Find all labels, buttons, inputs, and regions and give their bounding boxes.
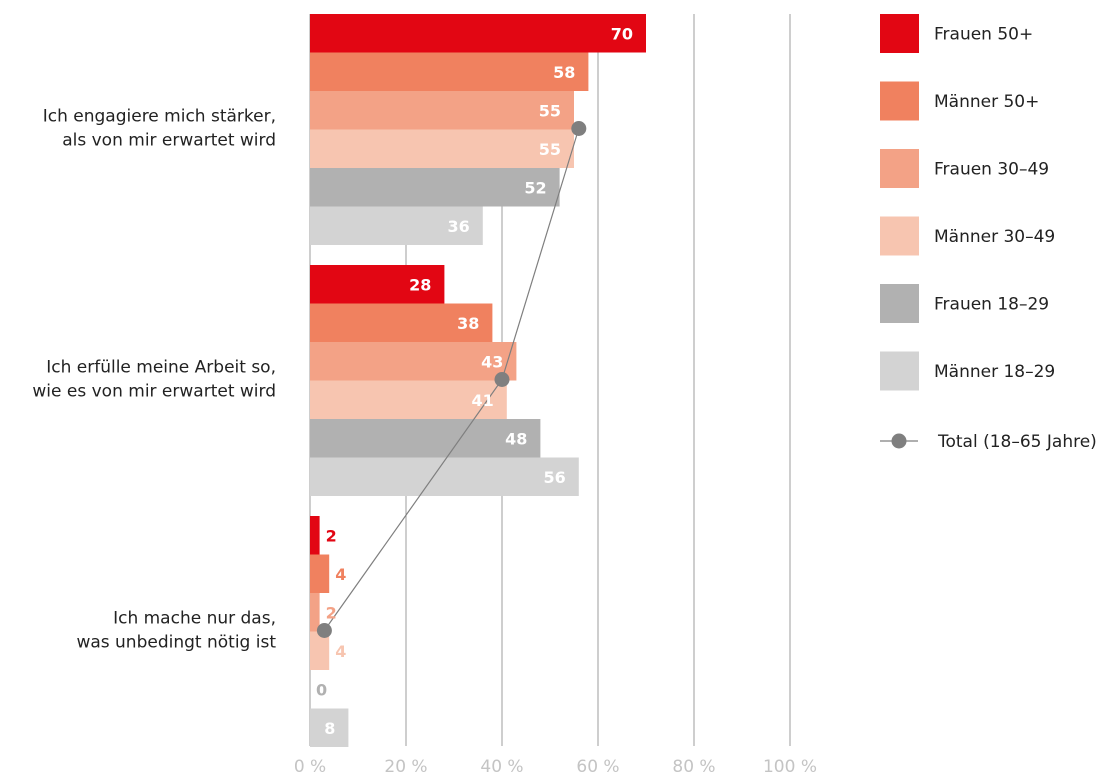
data-label: 2 [326, 603, 337, 622]
data-label: 58 [553, 63, 575, 82]
data-label: 55 [539, 101, 561, 120]
legend-swatch [880, 14, 919, 53]
x-tick-label: 20 % [384, 757, 427, 774]
bar [310, 554, 330, 593]
data-label: 38 [457, 314, 479, 333]
x-tick-label: 100 % [763, 757, 817, 774]
x-tick-label: 80 % [672, 757, 715, 774]
data-label: 56 [544, 468, 566, 487]
bar [310, 206, 483, 245]
data-label: 2 [326, 526, 337, 545]
bars [310, 14, 646, 747]
data-label: 0 [316, 680, 327, 699]
legend-label: Männer 18–29 [934, 362, 1055, 382]
legend-label: Männer 30–49 [934, 227, 1055, 247]
data-label: 55 [539, 140, 561, 159]
legend-label: Frauen 18–29 [934, 295, 1049, 315]
legend-swatch [880, 81, 919, 121]
data-label: 70 [611, 24, 633, 43]
data-label: 4 [335, 565, 346, 584]
legend-swatch [880, 149, 919, 188]
legend-swatch [880, 284, 919, 323]
data-label: 8 [324, 719, 335, 738]
legend-label: Frauen 50+ [934, 25, 1033, 45]
data-label: 52 [524, 178, 546, 197]
bar [310, 168, 560, 207]
bar [310, 342, 517, 381]
legend-swatch [880, 351, 919, 391]
total-point [494, 372, 510, 387]
category-label: was unbedingt nötig ist [76, 633, 276, 653]
bar [310, 129, 574, 168]
legend: Frauen 50+ Männer 50+ Frauen 30–49 Männer 3… [880, 14, 1097, 452]
data-label: 4 [335, 642, 346, 661]
legend-swatch [880, 216, 919, 256]
x-tick-label: 0 % [294, 757, 326, 774]
category-label: wie es von mir erwartet wird [32, 382, 276, 402]
bar [310, 457, 579, 496]
bar [310, 265, 445, 304]
x-tick-label: 60 % [576, 757, 619, 774]
category-label: Ich engagiere mich stärker, [43, 107, 276, 127]
data-label: 43 [481, 352, 503, 371]
bar [310, 52, 589, 91]
legend-label: Frauen 30–49 [934, 160, 1049, 180]
x-axis-ticks: 0 % 20 % 40 % 60 % 80 % 100 % [294, 757, 817, 774]
bar [310, 593, 320, 632]
category-label: Ich erfülle meine Arbeit so, [46, 358, 276, 378]
bar [310, 419, 541, 458]
total-line [316, 121, 587, 638]
bar [310, 708, 349, 747]
legend-label: Männer 50+ [934, 92, 1039, 112]
bar [310, 303, 493, 342]
legend-total-marker [891, 433, 907, 449]
data-label: 36 [448, 217, 470, 236]
category-labels: Ich engagiere mich stärker, als von mir e… [32, 107, 276, 653]
data-label: 48 [505, 429, 527, 448]
category-label: Ich mache nur das, [113, 609, 276, 629]
total-point [571, 121, 587, 136]
data-label: 41 [472, 391, 494, 410]
x-tick-label: 40 % [480, 757, 523, 774]
bar [310, 380, 507, 419]
category-label: als von mir erwartet wird [62, 131, 276, 151]
data-label: 28 [409, 275, 431, 294]
bar [310, 91, 574, 130]
value-labels: 70 28 2 58 38 4 55 43 2 55 41 4 52 48 0 36 56 8 [316, 24, 633, 738]
bar [310, 516, 320, 555]
legend-label: Total (18–65 Jahre) [937, 432, 1097, 452]
bar [310, 14, 646, 53]
bar [310, 631, 330, 670]
total-point [316, 623, 332, 638]
